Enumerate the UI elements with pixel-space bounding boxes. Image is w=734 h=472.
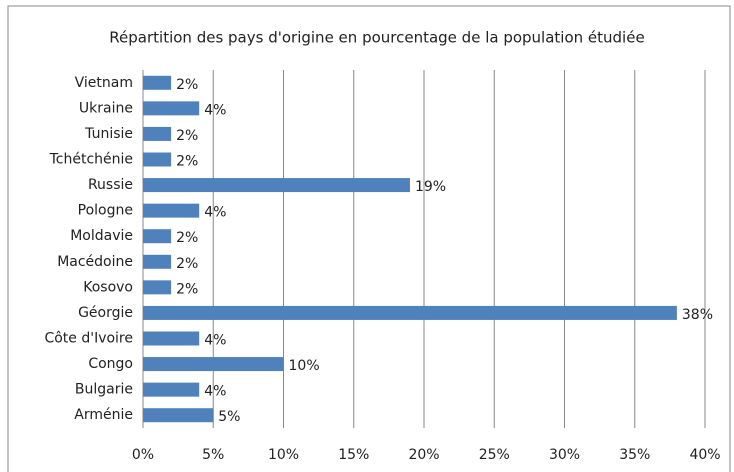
bar [143,382,200,397]
data-label: 19% [415,179,446,195]
data-label: 2% [176,154,198,170]
data-label: 4% [204,102,226,118]
y-tick-label: Pologne [78,203,133,219]
x-tick-label: 0% [132,447,154,463]
x-tick-label: 25% [479,447,510,463]
bar [143,203,200,218]
chart-frame [7,5,731,472]
y-tick-label: Moldavie [70,228,133,244]
data-label: 5% [218,409,240,425]
y-tick-label: Ukraine [79,100,133,116]
bar [143,126,172,141]
x-tick-label: 35% [619,447,650,463]
y-tick-label: Vietnam [75,75,133,91]
y-tick-label: Arménie [74,407,133,423]
data-label: 2% [176,256,198,272]
x-tick-label: 5% [202,447,224,463]
y-tick-label: Kosovo [83,279,133,295]
data-label: 4% [204,333,226,349]
data-label: 2% [176,230,198,246]
data-label: 10% [289,358,320,374]
data-label: 2% [176,128,198,144]
data-label: 4% [204,384,226,400]
bar [143,152,172,167]
bar [143,280,172,295]
y-tick-label: Russie [88,177,133,193]
x-tick-label: 30% [549,447,580,463]
data-label: 4% [204,205,226,221]
y-tick-label: Côte d'Ivoire [44,331,133,347]
data-label: 2% [176,281,198,297]
data-label: 38% [682,307,713,323]
bar [143,254,172,269]
y-tick-label: Tunisie [84,126,133,142]
bar [143,331,200,346]
data-label: 2% [176,77,198,93]
bar [143,75,172,90]
x-tick-label: 20% [408,447,439,463]
bar [143,229,172,244]
bar [143,178,410,193]
x-tick-label: 10% [268,447,299,463]
y-tick-label: Macédoine [57,254,133,270]
y-tick-label: Bulgarie [75,382,133,398]
bar [143,357,284,372]
x-tick-label: 40% [689,447,720,463]
bar [143,101,200,116]
bar [143,305,677,320]
y-tick-label: Congo [88,356,133,372]
x-tick-label: 15% [338,447,369,463]
chart-title: Répartition des pays d'origine en pource… [109,29,644,47]
bar [143,408,214,423]
y-tick-label: Tchétchénie [49,152,133,168]
y-tick-label: Géorgie [78,305,133,321]
